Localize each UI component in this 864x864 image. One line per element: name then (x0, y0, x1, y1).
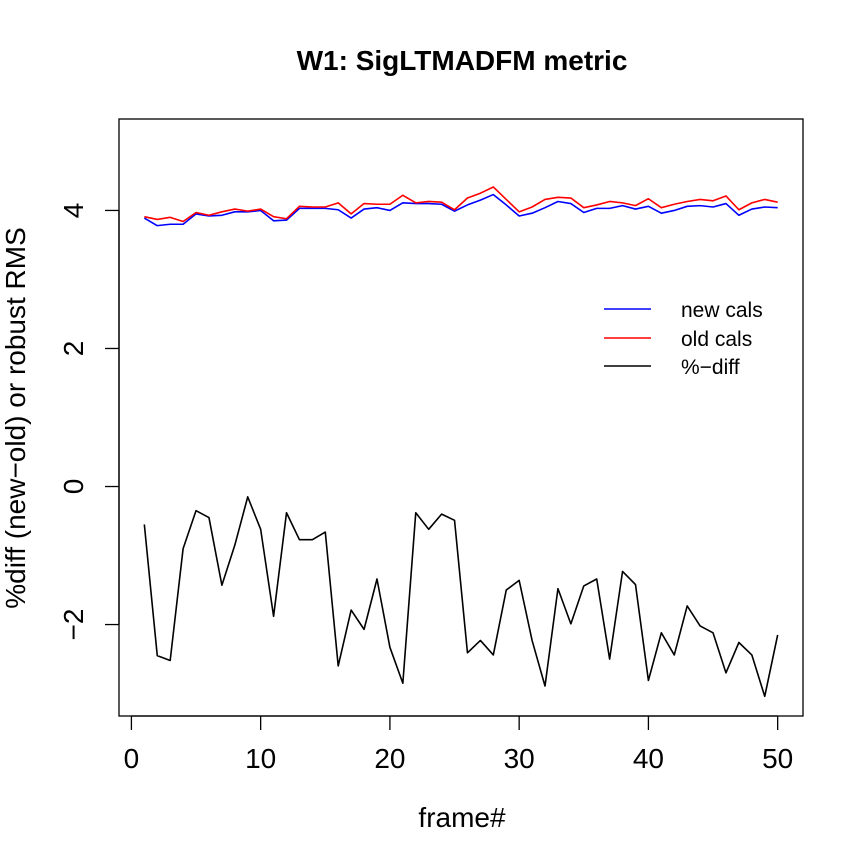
y-axis-label: %diff (new−old) or robust RMS (0, 227, 31, 609)
series-line-1 (144, 186, 778, 223)
x-axis-label: frame# (418, 802, 506, 833)
series-line-2 (143, 496, 779, 698)
legend-label-0: new cals (681, 299, 763, 322)
x-tick-label: 20 (374, 743, 405, 774)
x-tick-label: 10 (245, 743, 276, 774)
y-tick-label: −2 (58, 609, 89, 641)
x-tick-label: 30 (504, 743, 535, 774)
y-axis: −2 0 2 4 (58, 203, 120, 641)
legend: new cals old cals %−diff (604, 299, 763, 379)
x-tick-label: 50 (762, 743, 793, 774)
x-tick-label: 0 (124, 743, 140, 774)
y-tick-label: 0 (58, 479, 89, 495)
legend-label-2: %−diff (681, 356, 740, 379)
series-layer (143, 186, 779, 698)
x-tick-label: 40 (633, 743, 664, 774)
y-tick-label: 4 (58, 203, 89, 219)
y-tick-label: 2 (58, 341, 89, 357)
chart-title: W1: SigLTMADFM metric (297, 45, 628, 76)
x-axis: 0 10 20 30 40 50 (124, 715, 793, 774)
legend-label-1: old cals (681, 328, 752, 351)
